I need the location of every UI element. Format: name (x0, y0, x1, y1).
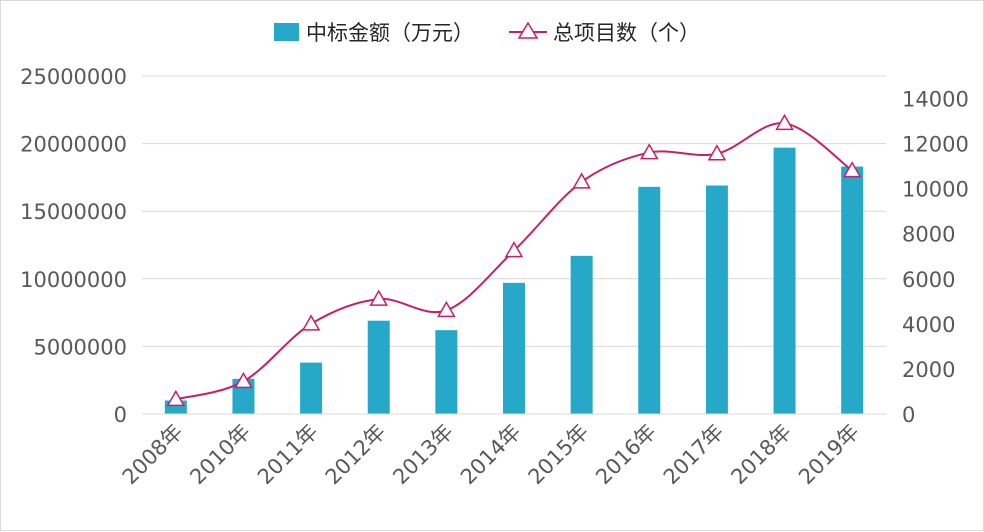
right-tick-label: 8000 (902, 223, 955, 247)
x-tick-label: 2011年 (253, 420, 323, 490)
x-tick-label: 2019年 (794, 420, 864, 490)
x-tick-label: 2012年 (321, 420, 391, 490)
right-tick-label: 2000 (902, 358, 955, 382)
bar (367, 320, 390, 414)
x-axis-ticks: 2008年2010年2011年2012年2013年2014年2015年2016年… (118, 413, 886, 490)
left-tick-label: 10000000 (20, 268, 127, 292)
line-marker (775, 113, 794, 131)
line-marker (437, 300, 456, 318)
x-tick-label: 2018年 (726, 420, 796, 490)
legend-marker-triangle (517, 21, 539, 39)
right-tick-label: 6000 (902, 268, 955, 292)
bar (300, 362, 323, 414)
right-tick-label: 4000 (902, 313, 955, 337)
bar (570, 255, 593, 414)
line-marker (707, 144, 727, 161)
bar (638, 186, 661, 414)
x-tick-label: 2010年 (185, 420, 255, 490)
bar-series (164, 147, 864, 414)
x-tick-label: 2014年 (456, 420, 526, 490)
bar (705, 185, 728, 414)
legend-label-bar: 中标金额（万元） (306, 21, 474, 45)
right-axis-ticks: 0 2000 4000 6000 8000 10000 12000 14000 (902, 88, 969, 427)
right-tick-label: 10000 (902, 178, 969, 202)
legend-label-line: 总项目数（个） (553, 21, 700, 45)
x-tick-label: 2016年 (591, 420, 661, 490)
left-tick-label: 25000000 (20, 65, 127, 89)
x-tick-label: 2015年 (524, 420, 594, 490)
right-tick-label: 12000 (902, 133, 969, 157)
left-tick-label: 0 (114, 403, 127, 427)
line-marker (166, 389, 186, 407)
line-marker (234, 371, 253, 389)
left-tick-label: 5000000 (33, 335, 127, 359)
line-marker (301, 314, 321, 331)
right-tick-label: 14000 (902, 88, 969, 112)
legend: 中标金额（万元） 总项目数（个） (274, 21, 700, 45)
bar (503, 282, 525, 414)
left-axis-ticks: 0 5000000 10000000 15000000 20000000 25000000 (20, 65, 127, 427)
line-series (166, 113, 862, 407)
x-tick-label: 2013年 (388, 420, 458, 490)
bar (773, 147, 796, 414)
bar (435, 330, 458, 414)
legend-swatch-bar (274, 23, 299, 41)
line-marker (369, 289, 389, 306)
bar (841, 166, 864, 414)
left-tick-label: 15000000 (20, 200, 127, 224)
x-tick-label: 2017年 (659, 420, 729, 490)
line-marker (842, 161, 862, 178)
right-tick-label: 0 (902, 403, 915, 427)
line-marker (504, 241, 524, 258)
x-tick-label: 2008年 (118, 420, 188, 490)
line-marker (572, 172, 591, 189)
line-marker (639, 143, 659, 160)
left-tick-label: 20000000 (20, 133, 127, 157)
